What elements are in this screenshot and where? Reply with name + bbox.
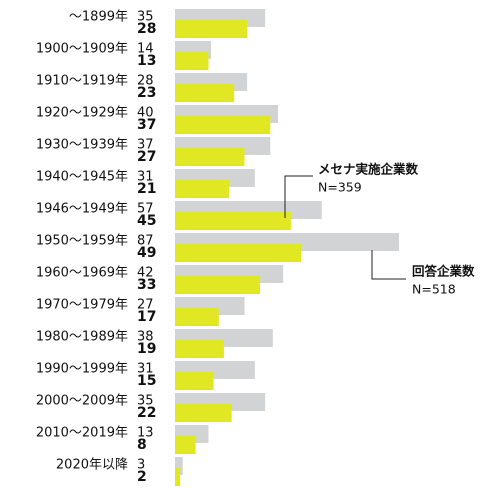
bar [175, 468, 181, 486]
bar [175, 84, 235, 102]
value-label: 37 [137, 138, 154, 153]
value-label: 23 [137, 85, 156, 101]
value-label: 22 [137, 405, 156, 421]
category-label: 1990～1999年 [36, 362, 128, 377]
value-label: 3 [137, 458, 145, 473]
bar [175, 308, 219, 326]
bar [175, 148, 245, 166]
value-label: 45 [137, 213, 156, 229]
leader-line [284, 175, 313, 218]
value-label: 13 [137, 53, 156, 69]
value-label: 49 [137, 245, 156, 261]
bar [175, 404, 232, 422]
bar [175, 436, 196, 454]
bar [175, 372, 214, 390]
series-label: メセナ実施企業数 [318, 162, 419, 177]
category-label: 1900～1909年 [36, 42, 128, 57]
category-label: 1946～1949年 [36, 202, 128, 217]
value-label: 40 [137, 106, 154, 121]
value-label: 19 [137, 341, 156, 357]
value-label: 28 [137, 21, 156, 37]
bar [175, 180, 230, 198]
category-label: 2010～2019年 [36, 426, 128, 441]
category-label: 1980～1989年 [36, 330, 128, 345]
value-label: 27 [137, 298, 154, 313]
value-label: 2 [137, 469, 147, 485]
category-label: 1950～1959年 [36, 234, 128, 249]
category-label: 1970～1979年 [36, 298, 128, 313]
value-label: 38 [137, 330, 154, 345]
bar [175, 244, 302, 262]
value-label: 15 [137, 373, 156, 389]
category-label: 1960～1969年 [36, 266, 128, 281]
value-label: 57 [137, 202, 154, 217]
category-label: 2020年以降 [56, 458, 128, 473]
category-label: 1940～1945年 [36, 170, 128, 185]
value-label: 27 [137, 149, 156, 165]
bar [175, 457, 183, 475]
category-label: 1920～1929年 [36, 106, 128, 121]
bar [175, 212, 291, 230]
bar [175, 52, 209, 70]
category-label: 1930～1939年 [36, 138, 128, 153]
series-count: N=359 [318, 180, 362, 195]
value-label: 31 [137, 362, 154, 377]
value-label: 87 [137, 234, 154, 249]
value-label: 42 [137, 266, 154, 281]
value-label: 35 [137, 10, 154, 25]
value-label: 35 [137, 394, 154, 409]
value-label: 33 [137, 277, 156, 293]
leader-line [371, 250, 406, 280]
series-count: N=518 [412, 282, 456, 297]
category-label: 1910～1919年 [36, 74, 128, 89]
bar [175, 20, 248, 38]
category-label: 2000～2009年 [36, 394, 128, 409]
bar [175, 276, 260, 294]
value-label: 21 [137, 181, 156, 197]
series-label: 回答企業数 [412, 264, 475, 279]
bar [175, 340, 224, 358]
value-label: 37 [137, 117, 156, 133]
value-label: 8 [137, 437, 147, 453]
value-label: 28 [137, 74, 154, 89]
value-label: 13 [137, 426, 154, 441]
value-label: 31 [137, 170, 154, 185]
value-label: 14 [137, 42, 154, 57]
bar [175, 116, 271, 134]
category-label: ～1899年 [69, 10, 128, 25]
value-label: 17 [137, 309, 156, 325]
